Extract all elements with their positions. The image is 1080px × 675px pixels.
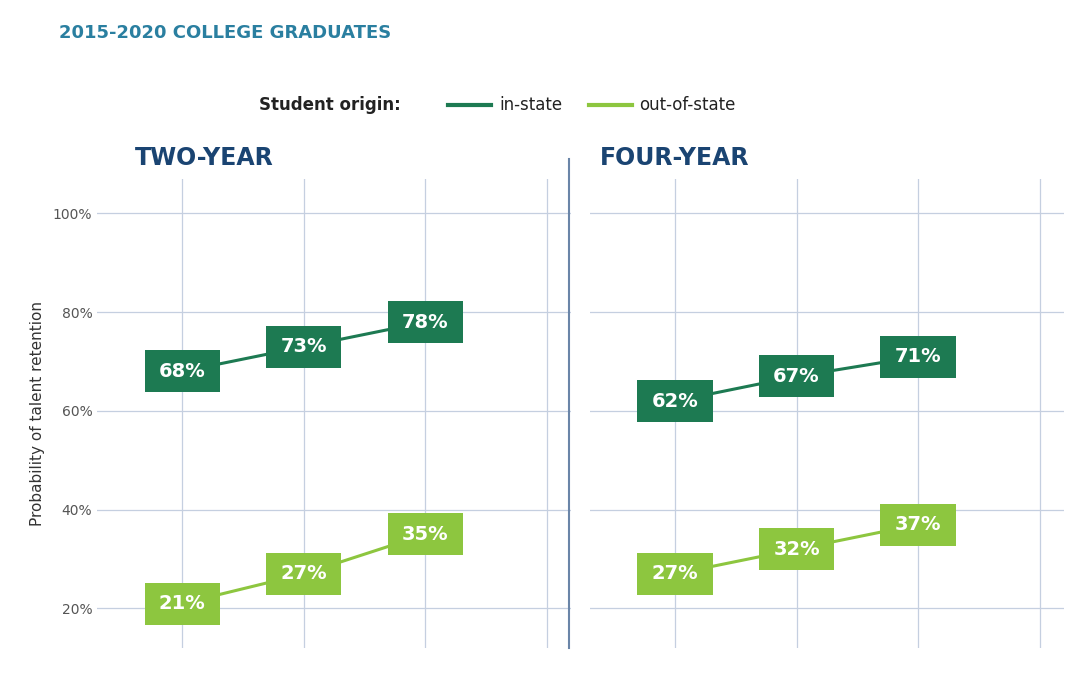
Text: 68%: 68%	[159, 362, 205, 381]
FancyBboxPatch shape	[266, 553, 341, 595]
Text: 62%: 62%	[651, 392, 699, 410]
FancyBboxPatch shape	[388, 514, 463, 556]
Text: 32%: 32%	[773, 540, 820, 559]
FancyBboxPatch shape	[266, 326, 341, 368]
Text: 78%: 78%	[402, 313, 448, 331]
Text: 67%: 67%	[773, 367, 820, 386]
Text: 2015-2020 COLLEGE GRADUATES: 2015-2020 COLLEGE GRADUATES	[59, 24, 392, 42]
Text: 27%: 27%	[281, 564, 327, 583]
Y-axis label: Probability of talent retention: Probability of talent retention	[29, 301, 44, 526]
FancyBboxPatch shape	[145, 350, 220, 392]
FancyBboxPatch shape	[145, 583, 220, 624]
Text: out-of-state: out-of-state	[639, 96, 735, 113]
FancyBboxPatch shape	[880, 504, 956, 545]
Text: TWO-YEAR: TWO-YEAR	[135, 146, 274, 170]
Text: 37%: 37%	[894, 515, 942, 534]
FancyBboxPatch shape	[759, 529, 834, 570]
FancyBboxPatch shape	[880, 335, 956, 377]
Text: in-state: in-state	[499, 96, 562, 113]
FancyBboxPatch shape	[637, 553, 713, 595]
Text: 21%: 21%	[159, 594, 205, 613]
Text: 71%: 71%	[894, 347, 942, 366]
FancyBboxPatch shape	[759, 356, 834, 398]
FancyBboxPatch shape	[388, 301, 463, 343]
Text: 73%: 73%	[281, 338, 327, 356]
FancyBboxPatch shape	[637, 380, 713, 422]
Text: 27%: 27%	[651, 564, 699, 583]
Text: Student origin:: Student origin:	[259, 96, 401, 113]
Text: 35%: 35%	[402, 525, 448, 544]
Text: FOUR-YEAR: FOUR-YEAR	[599, 146, 748, 170]
